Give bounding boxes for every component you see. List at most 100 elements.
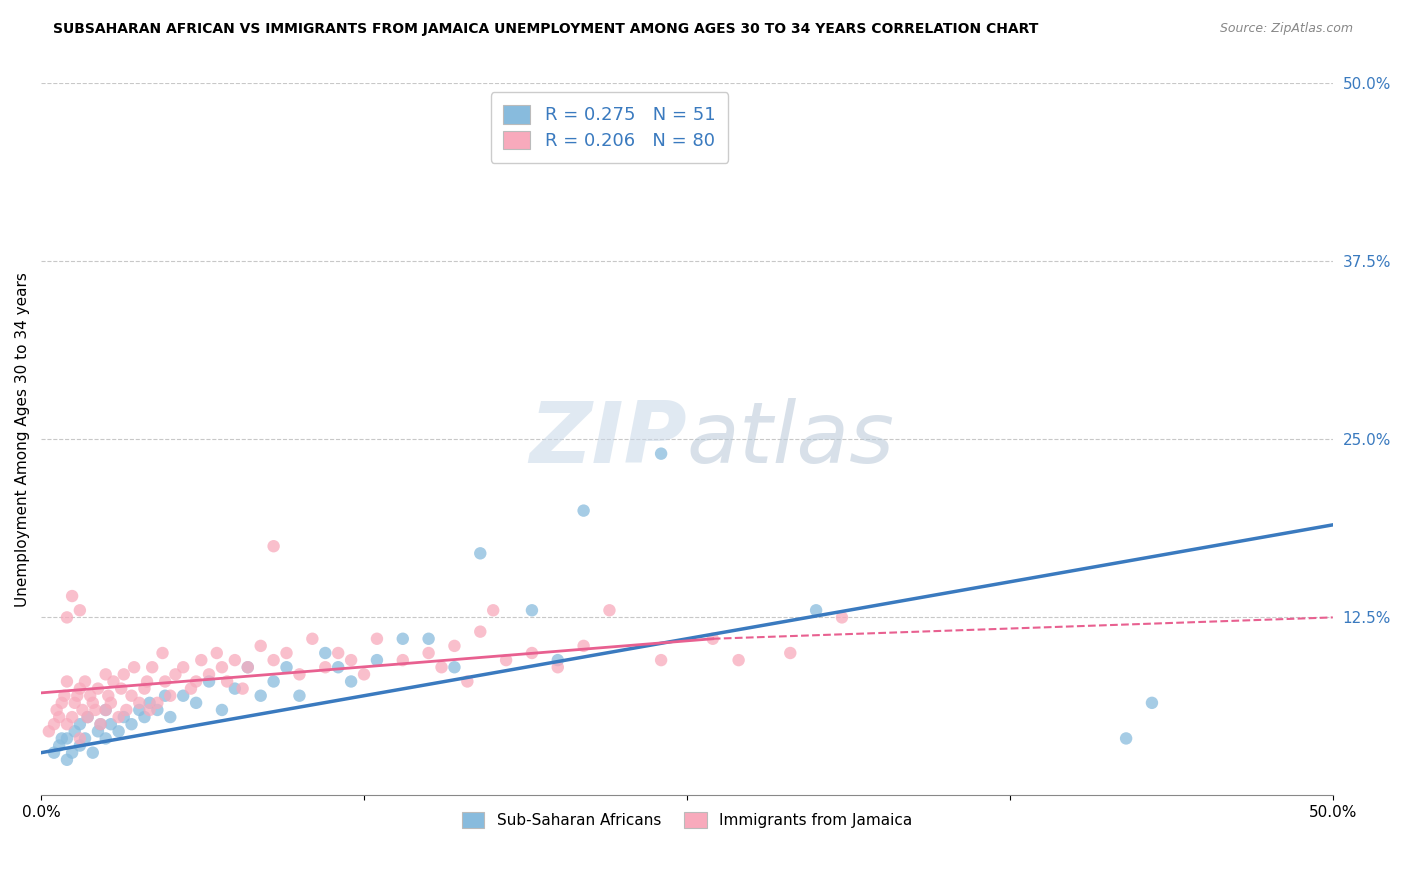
Point [184, 696, 207, 710]
Point [84, 703, 107, 717]
Point [340, 653, 363, 667]
Point [211, 660, 233, 674]
Point [73, 731, 96, 746]
Point [159, 710, 181, 724]
Point [236, 660, 259, 674]
Point [831, 610, 853, 624]
Point [42, 717, 65, 731]
Point [112, 710, 135, 724]
Point [418, 632, 440, 646]
Point [391, 653, 413, 667]
Point [51, 731, 73, 746]
Point [146, 696, 169, 710]
Point [314, 660, 336, 674]
Point [366, 632, 388, 646]
Point [547, 653, 569, 667]
Point [56, 731, 79, 746]
Point [205, 646, 228, 660]
Point [328, 660, 350, 674]
Point [60, 710, 83, 724]
Point [56, 753, 79, 767]
Point [48, 739, 70, 753]
Point [103, 674, 125, 689]
Point [100, 717, 122, 731]
Point [470, 624, 492, 639]
Point [1115, 731, 1137, 746]
Point [121, 689, 143, 703]
Point [60, 746, 83, 760]
Point [69, 739, 91, 753]
Point [232, 681, 254, 696]
Point [598, 603, 620, 617]
Point [180, 681, 202, 696]
Point [94, 667, 117, 681]
Point [100, 696, 122, 710]
Point [456, 674, 478, 689]
Point [482, 603, 505, 617]
Point [66, 689, 89, 703]
Point [520, 603, 543, 617]
Point [94, 703, 117, 717]
Point [69, 681, 91, 696]
Point [366, 653, 388, 667]
Point [198, 667, 221, 681]
Point [138, 696, 160, 710]
Point [82, 746, 104, 760]
Text: Source: ZipAtlas.com: Source: ZipAtlas.com [1219, 22, 1353, 36]
Point [79, 689, 101, 703]
Point [87, 724, 110, 739]
Point [38, 724, 60, 739]
Point [115, 703, 138, 717]
Point [572, 503, 595, 517]
Point [224, 653, 246, 667]
Point [236, 660, 259, 674]
Point [1140, 696, 1163, 710]
Point [121, 717, 143, 731]
Point [134, 681, 156, 696]
Point [391, 632, 413, 646]
Point [211, 703, 233, 717]
Point [314, 646, 336, 660]
Point [45, 703, 67, 717]
Point [224, 681, 246, 696]
Point [263, 539, 285, 553]
Point [128, 696, 150, 710]
Point [56, 717, 79, 731]
Point [443, 639, 465, 653]
Point [650, 447, 672, 461]
Point [53, 689, 76, 703]
Point [328, 646, 350, 660]
Point [76, 710, 98, 724]
Point [172, 660, 194, 674]
Point [82, 696, 104, 710]
Point [63, 696, 86, 710]
Point [63, 724, 86, 739]
Point [51, 696, 73, 710]
Point [60, 589, 83, 603]
Point [152, 646, 174, 660]
Text: ZIP: ZIP [529, 398, 688, 481]
Point [128, 703, 150, 717]
Point [153, 689, 176, 703]
Point [217, 674, 239, 689]
Point [276, 660, 298, 674]
Point [470, 546, 492, 560]
Point [650, 653, 672, 667]
Point [172, 689, 194, 703]
Point [165, 667, 187, 681]
Point [353, 667, 375, 681]
Point [56, 674, 79, 689]
Point [94, 703, 117, 717]
Point [443, 660, 465, 674]
Point [288, 689, 311, 703]
Point [804, 603, 827, 617]
Point [249, 639, 271, 653]
Point [547, 660, 569, 674]
Point [276, 646, 298, 660]
Point [122, 660, 145, 674]
Point [190, 653, 212, 667]
Point [198, 674, 221, 689]
Point [56, 610, 79, 624]
Point [107, 724, 129, 739]
Point [89, 717, 111, 731]
